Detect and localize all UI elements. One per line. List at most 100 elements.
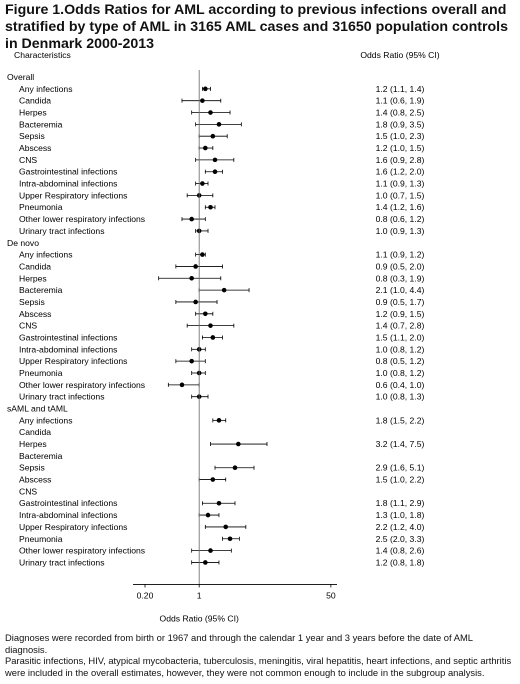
row-label: Other lower respiratory infections	[19, 546, 145, 556]
or-ci-text: 0.9 (0.5, 1.7)	[376, 297, 425, 307]
row-label: Bacteremia	[19, 285, 63, 295]
or-ci-text: 1.8 (1.1, 2.9)	[376, 498, 425, 508]
point-estimate	[236, 441, 241, 447]
group-label: Overall	[7, 72, 34, 82]
row-label: Candida	[19, 261, 51, 271]
col-header-characteristics: Characteristics	[14, 50, 71, 60]
point-estimate	[221, 287, 227, 293]
point-estimate	[200, 252, 205, 257]
x-axis-label: Odds Ratio (95% CI)	[160, 613, 239, 623]
point-estimate	[208, 323, 213, 328]
figure-title: Figure 1.Odds Ratios for AML according t…	[5, 2, 508, 52]
point-estimate	[208, 204, 213, 210]
x-tick-label: 50	[326, 590, 336, 600]
row-label: Pneumonia	[19, 368, 63, 378]
point-estimate	[232, 465, 238, 471]
or-ci-text: 1.2 (1.0, 1.5)	[376, 143, 425, 153]
or-ci-text: 1.0 (0.7, 1.5)	[376, 190, 425, 200]
row-label: Urinary tract infections	[19, 557, 105, 567]
footnote-diagnoses: Diagnoses were recorded from birth or 19…	[5, 632, 473, 655]
row-label: Sepsis	[19, 297, 45, 307]
or-ci-text: 1.5 (1.1, 2.0)	[376, 332, 425, 342]
point-estimate	[212, 157, 218, 163]
footnote-other-infections: Parasitic infections, HIV, atypical myco…	[5, 655, 512, 678]
point-estimate	[203, 86, 208, 92]
point-estimate	[208, 110, 213, 115]
or-ci-text: 1.5 (1.0, 2.2)	[376, 475, 425, 485]
row-label: Gastrointestinal infections	[19, 167, 117, 177]
row-label: Intra-abdominal infections	[19, 179, 117, 189]
or-ci-text: 1.4 (1.2, 1.6)	[376, 202, 425, 212]
row-label: Abscess	[19, 143, 51, 153]
or-ci-text: 1.4 (0.8, 2.6)	[376, 546, 425, 556]
or-ci-text: 1.1 (0.9, 1.2)	[376, 250, 425, 260]
point-estimate	[210, 133, 216, 139]
or-ci-text: 0.6 (0.4, 1.0)	[376, 380, 425, 390]
row-label: Upper Respiratory infections	[19, 190, 127, 200]
or-ci-text: 1.0 (0.8, 1.2)	[376, 344, 425, 354]
point-estimate	[203, 145, 208, 151]
or-ci-text: 2.5 (2.0, 3.3)	[376, 534, 425, 544]
x-tick-label: 0.20	[137, 590, 154, 600]
or-ci-text: 1.0 (0.8, 1.3)	[376, 392, 425, 402]
row-label: Herpes	[19, 273, 47, 283]
or-ci-text: 1.4 (0.7, 2.8)	[376, 321, 425, 331]
or-ci-text: 1.8 (0.9, 3.5)	[376, 119, 425, 129]
group-label: De novo	[7, 238, 39, 248]
point-estimate	[210, 477, 216, 482]
row-label: Pneumonia	[19, 202, 63, 212]
or-ci-text: 0.8 (0.5, 1.2)	[376, 356, 425, 366]
or-ci-text: 1.0 (0.9, 1.3)	[376, 226, 425, 236]
point-estimate	[203, 560, 208, 565]
point-estimate	[189, 275, 194, 281]
point-estimate	[210, 335, 216, 340]
or-ci-text: 1.2 (1.1, 1.4)	[376, 84, 425, 94]
point-estimate	[200, 98, 205, 103]
row-label: CNS	[19, 486, 37, 496]
or-ci-text: 0.9 (0.5, 2.0)	[376, 261, 425, 271]
row-label: Upper Respiratory infections	[19, 356, 127, 366]
x-tick-label: 1	[197, 590, 202, 600]
or-ci-text: 1.5 (1.0, 2.3)	[376, 131, 425, 141]
or-ci-text: 3.2 (1.4, 7.5)	[376, 439, 425, 449]
row-label: Any infections	[19, 415, 73, 425]
row-label: CNS	[19, 321, 37, 331]
row-label: Intra-abdominal infections	[19, 510, 117, 520]
or-ci-text: 0.8 (0.6, 1.2)	[376, 214, 425, 224]
or-ci-text: 1.1 (0.6, 1.9)	[376, 96, 425, 106]
or-ci-text: 1.2 (0.9, 1.5)	[376, 309, 425, 319]
point-estimate	[200, 181, 205, 186]
or-ci-text: 1.2 (0.8, 1.8)	[376, 557, 425, 567]
row-label: Candida	[19, 427, 51, 437]
row-label: Bacteremia	[19, 451, 63, 461]
or-ci-text: 1.6 (0.9, 2.8)	[376, 155, 425, 165]
row-label: Abscess	[19, 475, 51, 485]
point-estimate	[193, 299, 198, 305]
row-label: Sepsis	[19, 463, 45, 473]
or-ci-text: 1.8 (1.5, 2.2)	[376, 415, 425, 425]
point-estimate	[203, 311, 208, 317]
point-estimate	[216, 500, 222, 506]
row-label: Urinary tract infections	[19, 226, 105, 236]
or-ci-text: 1.6 (1.2, 2.0)	[376, 167, 425, 177]
row-label: Any infections	[19, 250, 73, 260]
point-estimate	[216, 418, 222, 423]
row-label: Herpes	[19, 108, 47, 118]
row-label: Other lower respiratory infections	[19, 380, 145, 390]
point-estimate	[216, 122, 222, 127]
group-label: sAML and tAML	[7, 404, 68, 414]
row-label: Intra-abdominal infections	[19, 344, 117, 354]
point-estimate	[205, 512, 211, 518]
point-estimate	[193, 264, 198, 269]
row-label: Any infections	[19, 84, 73, 94]
point-estimate	[208, 548, 213, 553]
point-estimate	[189, 216, 194, 222]
row-label: Gastrointestinal infections	[19, 498, 117, 508]
point-estimate	[179, 382, 185, 388]
or-ci-text: 1.3 (1.0, 1.8)	[376, 510, 425, 520]
row-label: Other lower respiratory infections	[19, 214, 145, 224]
point-estimate	[212, 169, 218, 175]
row-label: Candida	[19, 96, 51, 106]
row-label: Herpes	[19, 439, 47, 449]
or-ci-text: 1.1 (0.9, 1.3)	[376, 179, 425, 189]
